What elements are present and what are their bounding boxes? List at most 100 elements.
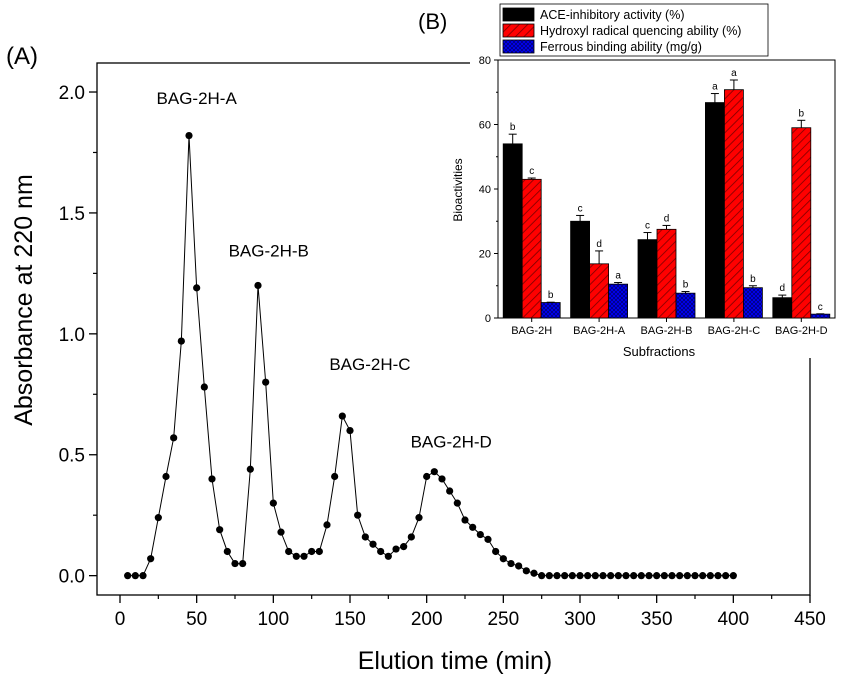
bar <box>705 102 725 319</box>
data-point <box>377 547 385 556</box>
bar <box>637 239 658 319</box>
x-tick-label: 200 <box>411 609 443 630</box>
bar <box>743 287 763 319</box>
data-point <box>622 572 630 580</box>
chart-b-legend: ACE-inhibitory activity (%) Hydroxyl radi… <box>499 3 769 57</box>
data-point <box>430 468 438 476</box>
data-point <box>331 472 339 481</box>
data-point <box>706 572 714 580</box>
data-point <box>722 572 730 580</box>
bar <box>675 292 696 319</box>
y-tick-label: 0.0 <box>59 567 85 588</box>
legend-box <box>499 3 769 57</box>
data-point <box>254 281 262 290</box>
bar <box>791 127 812 319</box>
significance-letter: c <box>578 203 583 214</box>
data-point <box>630 572 638 580</box>
data-point <box>392 545 400 553</box>
data-point <box>407 533 415 541</box>
data-point <box>438 475 446 483</box>
x-tick-label: 450 <box>794 609 826 630</box>
data-point <box>277 528 285 536</box>
legend-label: Ferrous binding ability (mg/g) <box>540 40 702 54</box>
panel-b-label: (B) <box>418 9 447 34</box>
chart-b-bars: b c b c d a c d b a a b d b c <box>502 68 831 319</box>
data-point <box>591 572 599 580</box>
data-point <box>614 572 622 580</box>
data-point <box>269 499 277 507</box>
data-point <box>476 530 484 539</box>
data-point <box>170 434 178 442</box>
y-tick-label: 60 <box>479 120 491 132</box>
data-point <box>292 552 300 560</box>
data-point <box>515 562 523 570</box>
data-point <box>208 475 216 483</box>
x-tick-label: 250 <box>487 609 519 630</box>
data-point <box>668 572 676 580</box>
panel-a-label: (A) <box>6 43 38 70</box>
data-point <box>185 131 193 140</box>
y-tick-label: 2.0 <box>59 83 85 104</box>
data-point <box>423 472 431 481</box>
significance-letter: a <box>615 271 621 282</box>
legend-swatch <box>502 23 535 38</box>
data-point <box>139 572 147 580</box>
data-point <box>683 572 691 580</box>
data-point <box>538 572 546 580</box>
significance-letter: b <box>510 122 516 133</box>
y-tick-label: 0.5 <box>59 446 85 467</box>
significance-letter: c <box>645 221 650 232</box>
data-point <box>415 514 423 522</box>
chart-b: (B) 0 20 40 60 80 BAG-2H BAG-2H-A BAG-2H-B BAG-2… <box>418 3 842 359</box>
data-point <box>691 572 699 580</box>
data-point <box>446 487 454 495</box>
chart-a-axes: 0 50 100 150 200 250 300 350 400 4500.00.51.01.52… <box>59 83 826 630</box>
data-point <box>162 472 170 481</box>
chart-b-axes: 0 20 40 60 80 BAG-2H BAG-2H-A BAG-2H-B BAG-2H-C B… <box>479 55 828 337</box>
data-point <box>323 521 331 529</box>
significance-letter: d <box>664 213 670 224</box>
data-point <box>660 572 668 580</box>
bar <box>772 297 793 319</box>
data-point <box>154 514 162 522</box>
data-point <box>729 572 737 580</box>
data-point <box>576 572 584 580</box>
data-point <box>545 572 553 580</box>
data-point <box>300 552 308 560</box>
y-tick-label: 1.5 <box>59 204 85 225</box>
legend-swatch <box>502 39 535 54</box>
x-tick-label: BAG-2H-C <box>708 325 761 337</box>
y-tick-label: 20 <box>479 249 491 261</box>
data-point <box>553 572 561 580</box>
bar <box>656 228 677 319</box>
x-tick-label: BAG-2H-B <box>641 325 693 337</box>
x-tick-label: 350 <box>641 609 673 630</box>
data-point <box>338 412 346 420</box>
data-point <box>599 572 607 580</box>
data-point <box>285 547 293 556</box>
data-point <box>216 526 224 534</box>
data-point <box>699 572 707 580</box>
bar <box>608 283 628 319</box>
significance-letter: b <box>548 290 554 301</box>
data-point <box>124 572 132 580</box>
data-point <box>714 572 722 580</box>
data-point <box>637 572 645 580</box>
bar <box>570 220 590 319</box>
data-point <box>400 543 408 551</box>
data-point <box>507 559 515 568</box>
bar <box>540 302 561 319</box>
significance-letter: b <box>750 274 756 285</box>
x-tick-label: 100 <box>257 609 289 630</box>
x-tick-label: 0 <box>115 609 126 630</box>
data-point <box>645 572 653 580</box>
data-point <box>262 378 270 386</box>
bar <box>810 313 831 319</box>
data-point <box>223 547 231 556</box>
significance-letter: b <box>683 280 689 291</box>
significance-letter: c <box>529 166 534 177</box>
chart-b-x-axis-label: Subfractions <box>623 344 696 359</box>
peak-label: BAG-2H-C <box>329 355 410 374</box>
chart-b-y-axis-label: Bioactivities <box>451 158 465 221</box>
data-point <box>484 535 492 543</box>
